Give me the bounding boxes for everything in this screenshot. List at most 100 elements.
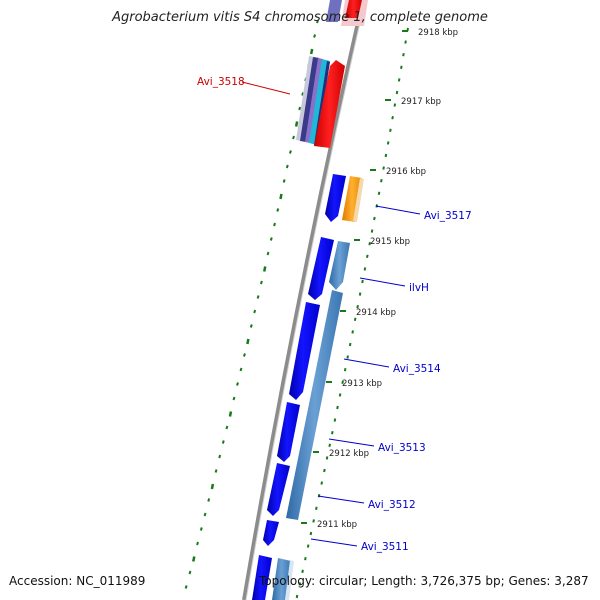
scale-label: 2912 kbp xyxy=(329,449,369,459)
inner-tick-mark xyxy=(370,229,374,233)
genome-summary-text: Topology: circular; Length: 3,726,375 bp… xyxy=(259,574,589,588)
gene-feature-avi-3511-forward[interactable] xyxy=(263,520,279,546)
outer-tick-mark xyxy=(228,411,233,417)
gene-feature-avi-3518-navy[interactable] xyxy=(300,57,319,142)
gene-feature-top-red[interactable] xyxy=(345,0,362,18)
outer-tick-mark xyxy=(294,121,299,127)
inner-tick-mark xyxy=(315,506,318,510)
scale-label: 2914 kbp xyxy=(356,308,396,318)
gene-feature-avi-3518-navy2[interactable] xyxy=(314,61,330,146)
outer-tick-mark xyxy=(184,585,188,589)
inner-tick-mark xyxy=(301,569,304,573)
inner-tick-mark xyxy=(402,53,405,57)
gene-feature-avi-3512-forward[interactable] xyxy=(267,463,290,516)
outer-tick-mark xyxy=(236,382,239,386)
scale-label: 2917 kbp xyxy=(401,97,441,107)
gene-feature-avi-3518[interactable] xyxy=(314,60,345,148)
genome-backbone-shadow xyxy=(245,0,366,600)
gene-label[interactable]: Avi_3518 xyxy=(197,76,245,88)
outer-tick-mark xyxy=(243,353,246,357)
inner-tick-mark xyxy=(346,355,349,359)
gene-feature-ilvh-reverse[interactable] xyxy=(329,241,350,290)
gene-feature-bottom-forward[interactable] xyxy=(252,555,272,600)
outer-tick-mark xyxy=(199,527,203,531)
gene-feature-avi-3517[interactable] xyxy=(342,176,362,222)
inner-tick-mark xyxy=(331,431,334,435)
outer-tick-mark xyxy=(249,324,253,328)
inner-tick-mark xyxy=(328,443,331,447)
gene-label[interactable]: Avi_3513 xyxy=(378,442,426,454)
scale-labels: 2918 kbp 2917 kbp 2916 kbp 2915 kbp 2914 kbp… xyxy=(301,28,458,530)
accession-text: Accession: NC_011989 xyxy=(9,574,146,588)
gene-label[interactable]: Avi_3517 xyxy=(424,210,472,222)
inner-tick-mark xyxy=(377,191,381,195)
inner-tick-mark xyxy=(382,166,385,170)
inner-tick-mark xyxy=(348,342,352,347)
gene-leader-line xyxy=(310,538,358,547)
gene-label[interactable]: Avi_3514 xyxy=(393,363,441,375)
inner-tick-mark xyxy=(353,317,357,321)
gene-leader-line xyxy=(317,495,365,504)
outer-tick-mark xyxy=(279,193,283,200)
outer-tick-mark xyxy=(225,425,229,430)
outer-tick-mark xyxy=(282,179,286,183)
inner-tick-mark xyxy=(380,179,383,183)
inner-tick-mark xyxy=(336,405,339,410)
outer-tick-mark xyxy=(207,498,211,502)
inner-tick-mark xyxy=(363,267,367,271)
inner-tick-mark xyxy=(323,468,326,473)
gene-feature-avi-3517-blue[interactable] xyxy=(325,174,346,222)
scale-label: 2916 kbp xyxy=(386,167,426,177)
gene-feature-avi-3513-forward[interactable] xyxy=(277,402,300,462)
outer-tick-mark xyxy=(263,266,267,272)
outer-tick-mark xyxy=(214,469,218,473)
outer-tick-mark xyxy=(288,150,292,154)
scale-label: 2913 kbp xyxy=(342,379,382,389)
inner-tick-mark xyxy=(389,128,392,132)
inner-tick-mark xyxy=(306,544,310,548)
outer-tick-mark xyxy=(196,541,199,546)
outer-tick-mark xyxy=(218,454,222,459)
gene-feature-avi-3518-purple[interactable] xyxy=(305,58,323,143)
outer-tick-mark xyxy=(192,556,196,562)
inner-tick-mark xyxy=(304,557,307,561)
outer-tick-mark xyxy=(256,295,260,299)
scale-label: 2918 kbp xyxy=(418,28,458,38)
inner-tick-mark xyxy=(393,103,397,107)
inner-tick-mark xyxy=(351,330,354,334)
inner-tick-mark xyxy=(397,78,401,82)
outer-tick-mark xyxy=(259,280,263,285)
inner-tick-mark xyxy=(312,519,315,523)
inner-tick-mark xyxy=(400,65,403,69)
inner-tick-mark xyxy=(404,40,407,44)
gene-feature-top-lavender[interactable] xyxy=(326,0,342,22)
outer-tick-mark xyxy=(313,34,317,38)
inner-tick-mark xyxy=(361,279,364,284)
outer-tick-mark xyxy=(210,483,215,490)
outer-tick-mark xyxy=(203,512,207,517)
outer-tick-mark xyxy=(221,440,225,444)
outer-tick-mark xyxy=(246,338,250,345)
gene-feature-avi-3514-forward[interactable] xyxy=(289,302,320,400)
outer-tick-mark xyxy=(239,367,243,372)
gene-leader-line xyxy=(343,358,390,368)
gene-label[interactable]: Avi_3511 xyxy=(361,541,409,553)
gene-feature-bottom-reverse-light[interactable] xyxy=(285,560,294,600)
scale-label: 2911 kbp xyxy=(317,520,357,530)
inner-tick-mark xyxy=(338,393,342,397)
gene-label[interactable]: ilvH xyxy=(409,282,429,294)
gene-feature-avi-3517-light[interactable] xyxy=(353,178,364,222)
gene-label[interactable]: Avi_3512 xyxy=(368,499,416,511)
inner-tick-mark xyxy=(295,594,299,599)
outer-tick-mark xyxy=(301,92,305,96)
gene-feature-bottom-reverse[interactable] xyxy=(272,558,291,600)
gene-leader-line xyxy=(241,81,291,95)
inner-tick-mark xyxy=(395,90,399,95)
gene-feature-ilvh-forward[interactable] xyxy=(308,237,334,300)
inner-tick-mark xyxy=(373,216,376,221)
gene-feature-avi-3514-reverse[interactable] xyxy=(286,290,343,520)
inner-tick-mark xyxy=(309,531,313,536)
outer-tick-mark xyxy=(188,570,192,575)
gene-leader-line xyxy=(328,438,375,447)
outer-tick-mark xyxy=(276,208,280,212)
